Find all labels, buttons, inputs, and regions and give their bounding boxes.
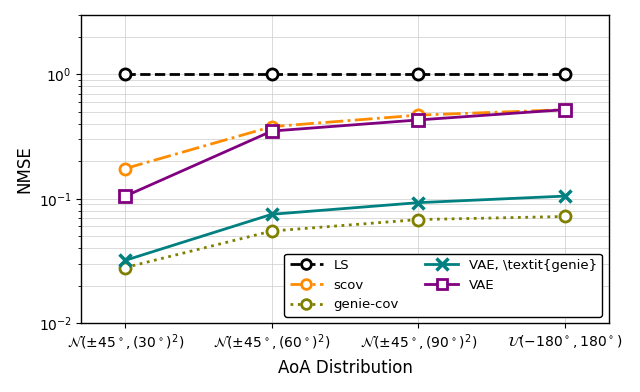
Line: VAE: VAE [120,104,570,201]
genie-cov [122,265,129,270]
Line: VAE, \textit{genie}: VAE, \textit{genie} [119,190,571,267]
VAE, \textit{genie} [268,212,276,217]
LS [122,72,129,77]
genie-cov [415,217,422,222]
Line: scov: scov [120,104,570,174]
VAE, \textit{genie} [415,200,422,205]
genie-cov [268,229,276,233]
VAE, \textit{genie} [122,258,129,263]
VAE [415,118,422,122]
scov [122,166,129,171]
VAE [561,107,568,112]
VAE, \textit{genie} [561,194,568,198]
X-axis label: AoA Distribution: AoA Distribution [278,359,412,377]
LS [415,72,422,77]
LS [561,72,568,77]
genie-cov [561,214,568,219]
Legend: LS, scov, genie-cov, VAE, \textit{genie}, VAE: LS, scov, genie-cov, VAE, \textit{genie}… [285,254,602,316]
VAE [268,129,276,133]
Y-axis label: NMSE: NMSE [15,145,33,193]
Line: genie-cov: genie-cov [120,211,570,273]
scov [415,113,422,118]
VAE [122,194,129,198]
scov [268,124,276,129]
Line: LS: LS [120,69,570,80]
scov [561,107,568,112]
LS [268,72,276,77]
